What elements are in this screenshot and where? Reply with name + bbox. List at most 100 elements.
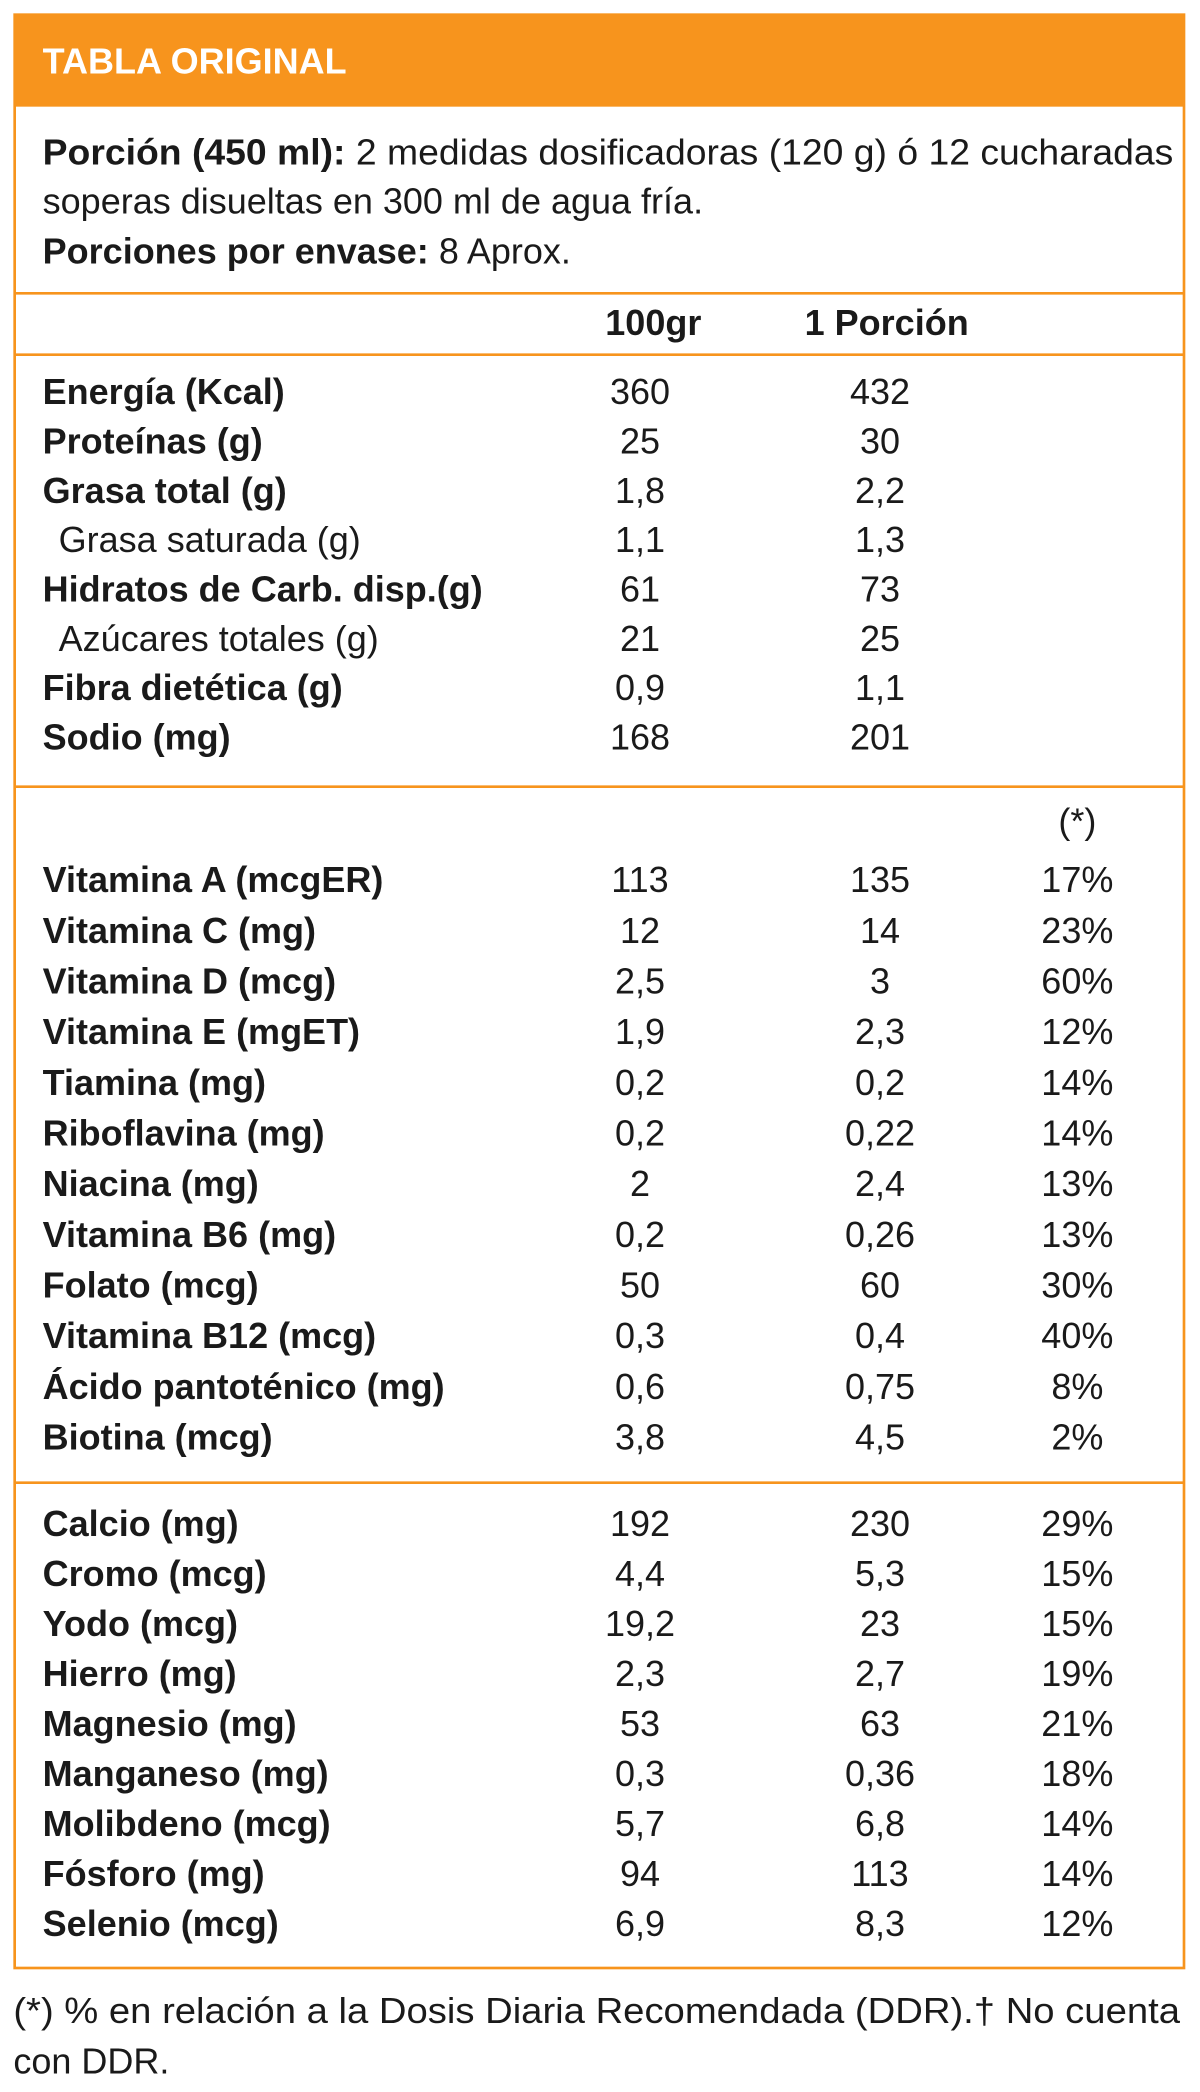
cell-value: 2,3 xyxy=(855,1011,905,1052)
cell-value: 1,3 xyxy=(855,519,905,560)
cell-value: 2,2 xyxy=(855,470,905,511)
cell-value: 0,36 xyxy=(845,1753,915,1794)
note-marker: (*) xyxy=(1058,801,1096,842)
row-label: Sodio (mg) xyxy=(43,717,231,758)
cell-value: 73 xyxy=(860,569,900,610)
row-label: Folato (mcg) xyxy=(43,1265,259,1306)
portion-line: Porción (450 ml): 2 medidas dosificadora… xyxy=(43,131,1174,172)
cell-value: 0,22 xyxy=(845,1113,915,1154)
cell-value: 1,1 xyxy=(855,667,905,708)
cell-value: 168 xyxy=(610,717,670,758)
cell-value: 0,75 xyxy=(845,1366,915,1407)
column-header: 100gr xyxy=(605,302,701,343)
cell-value: 23% xyxy=(1041,910,1113,951)
cell-value: 12% xyxy=(1041,1011,1113,1052)
cell-value: 21 xyxy=(620,618,660,659)
cell-value: 63 xyxy=(860,1703,900,1744)
cell-value: 19% xyxy=(1041,1653,1113,1694)
cell-value: 23 xyxy=(860,1603,900,1644)
cell-value: 113 xyxy=(851,1853,908,1894)
cell-value: 0,26 xyxy=(845,1214,915,1255)
cell-value: 13% xyxy=(1041,1163,1113,1204)
cell-value: 21% xyxy=(1041,1703,1113,1744)
row-label: Vitamina B6 (mg) xyxy=(43,1214,336,1255)
cell-value: 12 xyxy=(620,910,660,951)
cell-value: 18% xyxy=(1041,1753,1113,1794)
cell-value: 2 xyxy=(630,1163,650,1204)
cell-value: 8,3 xyxy=(855,1903,905,1944)
footnote: con DDR. xyxy=(13,2041,169,2082)
row-label: Niacina (mg) xyxy=(43,1163,259,1204)
cell-value: 5,3 xyxy=(855,1553,905,1594)
cell-value: 60 xyxy=(860,1265,900,1306)
row-label: Riboflavina (mg) xyxy=(43,1113,325,1154)
row-label: Fibra dietética (g) xyxy=(43,667,343,708)
cell-value: 0,2 xyxy=(615,1214,665,1255)
cell-value: 53 xyxy=(620,1703,660,1744)
row-label: Vitamina A (mcgER) xyxy=(43,859,384,900)
row-label: Molibdeno (mcg) xyxy=(43,1803,331,1844)
cell-value: 25 xyxy=(860,618,900,659)
row-label: Selenio (mcg) xyxy=(43,1903,279,1944)
row-label: Energía (Kcal) xyxy=(43,371,285,412)
cell-value: 230 xyxy=(850,1503,910,1544)
cell-value: 135 xyxy=(850,859,910,900)
cell-value: 14 xyxy=(860,910,900,951)
row-label: Vitamina E (mgET) xyxy=(43,1011,360,1052)
cell-value: 50 xyxy=(620,1265,660,1306)
row-label: Vitamina D (mcg) xyxy=(43,961,336,1002)
cell-value: 8% xyxy=(1051,1366,1103,1407)
cell-value: 2% xyxy=(1051,1417,1103,1458)
row-label: Biotina (mcg) xyxy=(43,1417,273,1458)
cell-value: 201 xyxy=(850,717,910,758)
cell-value: 2,7 xyxy=(855,1653,905,1694)
cell-value: 15% xyxy=(1041,1603,1113,1644)
cell-value: 432 xyxy=(850,371,910,412)
row-label: Grasa saturada (g) xyxy=(59,519,361,560)
cell-value: 13% xyxy=(1041,1214,1113,1255)
cell-value: 60% xyxy=(1041,961,1113,1002)
cell-value: 1,8 xyxy=(615,470,665,511)
cell-value: 3,8 xyxy=(615,1417,665,1458)
cell-value: 12% xyxy=(1041,1903,1113,1944)
row-label: Magnesio (mg) xyxy=(43,1703,297,1744)
row-label: Azúcares totales (g) xyxy=(59,618,379,659)
cell-value: 3 xyxy=(870,961,890,1002)
cell-value: 30 xyxy=(860,421,900,462)
column-header: 1 Porción xyxy=(805,302,969,343)
cell-value: 0,2 xyxy=(855,1062,905,1103)
cell-value: 4,4 xyxy=(615,1553,665,1594)
cell-value: 0,2 xyxy=(615,1113,665,1154)
header-bar xyxy=(14,14,1185,107)
row-label: Cromo (mcg) xyxy=(43,1553,267,1594)
row-label: Grasa total (g) xyxy=(43,470,287,511)
cell-value: 14% xyxy=(1041,1062,1113,1103)
cell-value: 17% xyxy=(1041,859,1113,900)
portion-text: soperas disueltas en 300 ml de agua fría… xyxy=(43,181,703,222)
footnote: (*) % en relación a la Dosis Diaria Reco… xyxy=(13,1990,1181,2031)
cell-value: 14% xyxy=(1041,1853,1113,1894)
servings-label: Porciones por envase: xyxy=(43,230,429,271)
cell-value: 30% xyxy=(1041,1265,1113,1306)
cell-value: 360 xyxy=(610,371,670,412)
cell-value: 2,4 xyxy=(855,1163,905,1204)
cell-value: 0,3 xyxy=(615,1315,665,1356)
cell-value: 25 xyxy=(620,421,660,462)
portion-text: 2 medidas dosificadoras (120 g) ó 12 cuc… xyxy=(356,131,1173,172)
cell-value: 29% xyxy=(1041,1503,1113,1544)
row-label: Fósforo (mg) xyxy=(43,1853,265,1894)
cell-value: 0,2 xyxy=(615,1062,665,1103)
cell-value: 0,3 xyxy=(615,1753,665,1794)
cell-value: 1,1 xyxy=(615,519,665,560)
cell-value: 19,2 xyxy=(605,1603,675,1644)
row-label: Tiamina (mg) xyxy=(43,1062,266,1103)
cell-value: 6,9 xyxy=(615,1903,665,1944)
cell-value: 14% xyxy=(1041,1113,1113,1154)
cell-value: 4,5 xyxy=(855,1417,905,1458)
row-label: Vitamina C (mg) xyxy=(43,910,316,951)
row-label: Yodo (mcg) xyxy=(43,1603,238,1644)
row-label: Calcio (mg) xyxy=(43,1503,239,1544)
row-label: Vitamina B12 (mcg) xyxy=(43,1315,376,1356)
